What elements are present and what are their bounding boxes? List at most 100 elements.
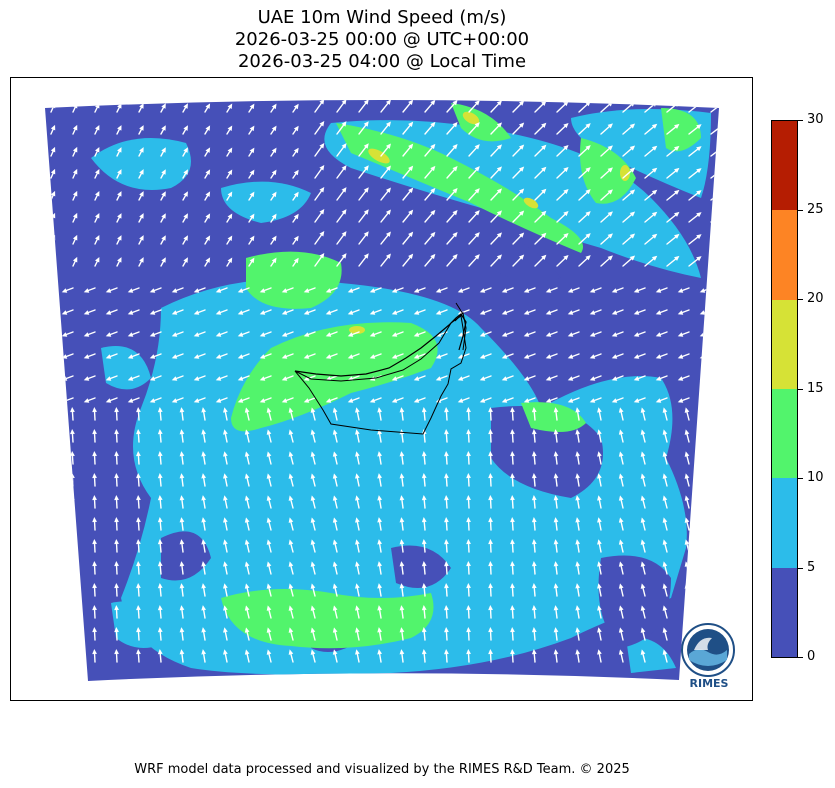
wind-vector-head bbox=[363, 121, 369, 127]
wind-vector-head bbox=[157, 627, 163, 633]
wind-vector-head bbox=[611, 398, 618, 403]
wind-vector-head bbox=[139, 147, 144, 153]
wind-vector bbox=[685, 606, 690, 619]
wind-vector-head bbox=[45, 288, 46, 293]
wind-vector-head bbox=[541, 100, 547, 106]
wind-vector-head bbox=[545, 376, 552, 381]
wind-vector-head bbox=[385, 187, 391, 193]
wind-vector-head bbox=[674, 211, 680, 217]
wind-vector-head bbox=[332, 583, 338, 589]
wind-vector-head bbox=[696, 146, 702, 152]
wind-vector bbox=[49, 650, 52, 663]
wind-vector-head bbox=[161, 235, 166, 241]
wind-vector-head bbox=[510, 561, 515, 567]
wind-vector-head bbox=[237, 398, 244, 403]
wind-vector-head bbox=[92, 649, 97, 655]
rimes-logo-icon bbox=[681, 623, 735, 677]
wind-vector-head bbox=[589, 310, 596, 315]
wind-vector-head bbox=[303, 332, 310, 337]
wind-vector-head bbox=[545, 332, 552, 337]
wind-vector-head bbox=[585, 211, 591, 217]
wind-vector-head bbox=[501, 376, 508, 381]
wind-vector-head bbox=[633, 332, 640, 337]
wind-vector-head bbox=[293, 213, 299, 220]
wind-vector-head bbox=[575, 517, 581, 523]
wind-vector-head bbox=[310, 451, 316, 457]
wind-vector-head bbox=[545, 354, 552, 359]
wind-vector-head bbox=[259, 354, 266, 359]
wind-vector-head bbox=[47, 429, 53, 435]
wind-vector-head bbox=[325, 354, 332, 359]
wind-vector-head bbox=[193, 310, 200, 315]
wind-vector-head bbox=[651, 211, 658, 217]
wind-vector-head bbox=[70, 539, 75, 545]
wind-vector-head bbox=[706, 561, 712, 567]
wind-vector-head bbox=[227, 235, 233, 242]
wind-vector-head bbox=[223, 451, 228, 457]
wind-vector-head bbox=[355, 649, 360, 655]
wind-vector-head bbox=[496, 166, 502, 172]
wind-vector-head bbox=[347, 398, 354, 403]
wind-vector bbox=[49, 584, 52, 597]
wind-vector-head bbox=[611, 332, 618, 337]
wind-vector-head bbox=[332, 517, 338, 523]
wind-vector-head bbox=[618, 495, 624, 501]
wind-vector-head bbox=[413, 398, 420, 403]
wind-vector-head bbox=[662, 583, 668, 589]
wind-vector bbox=[45, 353, 52, 359]
wind-vector-head bbox=[553, 605, 559, 611]
wind-vector-head bbox=[363, 231, 369, 237]
wind-vector-head bbox=[488, 605, 493, 611]
wind-vector-head bbox=[95, 235, 100, 241]
wind-vector-head bbox=[618, 649, 624, 655]
wind-vector-head bbox=[92, 517, 97, 523]
wind-vector-head bbox=[677, 288, 684, 293]
wind-vector-head bbox=[136, 583, 141, 589]
wind-vector-head bbox=[171, 354, 178, 359]
wind-vector-head bbox=[531, 605, 537, 611]
wind-vector-head bbox=[303, 310, 310, 315]
wind-vector-head bbox=[139, 257, 144, 263]
wind-vector-head bbox=[161, 169, 166, 175]
wind-vector-head bbox=[50, 124, 56, 131]
wind-vector-head bbox=[72, 124, 78, 131]
wind-vector bbox=[49, 496, 52, 509]
wind-vector-head bbox=[452, 166, 458, 172]
wind-vector-head bbox=[662, 495, 668, 501]
wind-vector bbox=[71, 606, 74, 619]
wind-vector-head bbox=[718, 256, 719, 262]
wind-vector-head bbox=[244, 605, 250, 611]
wind-vector-head bbox=[215, 376, 222, 381]
wind-vector-head bbox=[385, 165, 391, 171]
wind-vector bbox=[45, 309, 52, 315]
wind-vector-head bbox=[136, 605, 141, 611]
wind-vector-head bbox=[223, 473, 228, 479]
wind-vector-head bbox=[618, 429, 624, 435]
wind-vector-head bbox=[293, 147, 299, 154]
wind-vector-head bbox=[655, 376, 662, 381]
wind-vector-head bbox=[567, 398, 574, 403]
wind-vector-head bbox=[183, 257, 188, 263]
wind-vector-head bbox=[385, 253, 391, 259]
wind-vector-head bbox=[523, 398, 530, 403]
wind-vector-head bbox=[640, 517, 646, 523]
wind-vector-head bbox=[531, 539, 537, 545]
wind-vector-head bbox=[553, 473, 559, 479]
wind-vector-head bbox=[127, 310, 134, 315]
wind-vector-head bbox=[696, 102, 702, 108]
wind-vector-head bbox=[363, 143, 369, 149]
wind-vector-head bbox=[310, 407, 316, 413]
colorbar-tick bbox=[798, 388, 803, 390]
wind-vector-head bbox=[332, 429, 338, 435]
wind-vector-head bbox=[136, 539, 141, 545]
wind-vector-head bbox=[677, 398, 684, 403]
colorbar-bin bbox=[772, 299, 797, 389]
wind-vector-head bbox=[466, 605, 471, 611]
wind-vector-head bbox=[706, 473, 712, 479]
wind-vector-head bbox=[684, 473, 690, 479]
wind-vector-head bbox=[618, 473, 624, 479]
wind-vector-head bbox=[271, 235, 277, 242]
wind-vector-head bbox=[92, 451, 97, 457]
wind-vector-head bbox=[127, 354, 134, 359]
wind-vector-head bbox=[114, 605, 119, 611]
